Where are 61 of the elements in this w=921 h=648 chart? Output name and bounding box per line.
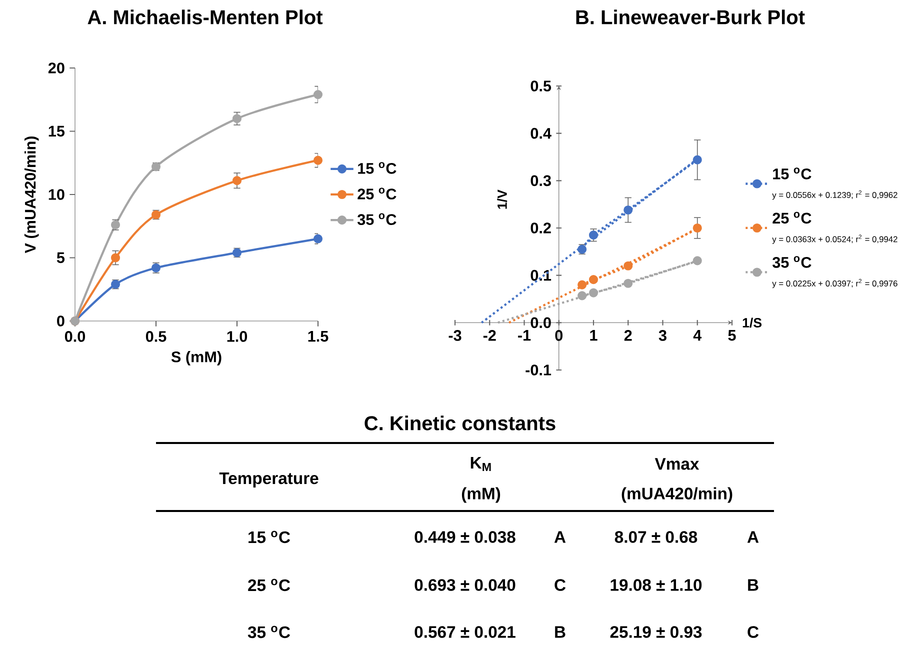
y-tick-label: 0.4 [530,128,552,139]
y-tick-label: 0.2 [530,222,551,234]
x-tick-label: 4 [693,330,702,341]
x-tick-label: 3 [658,330,666,341]
legend-label: 25 $^{o}$C [772,212,812,224]
x-tick-label: -2 [483,330,496,341]
x-tick-label: 5 [728,330,736,341]
text: B [555,626,566,638]
text: C. Kinetic constants [364,416,556,430]
y-tick-label: 0 [57,316,64,326]
text: 35 $^{o}$C [248,626,290,638]
y-tick-label: -0.1 [526,364,552,376]
text: y = 0.0225x + 0.0397; r$^{2}$ = 0,9976 [772,278,898,288]
x-tick-label: 1.5 [308,331,328,342]
x-tick-label: 1.0 [227,331,248,342]
y-axis-title: 1/V [497,190,508,209]
x-tick-label: 0.5 [146,331,166,342]
legend-label: 35 $^{o}$C [357,213,396,226]
text: 19.08 ± 1.10 [610,579,702,591]
text: (mM) [462,487,500,503]
x-axis-title: 1/S [742,318,762,328]
text: A [554,531,566,543]
chart-title: B. Lineweaver-Burk Plot [576,10,805,24]
chart-title: A. Michaelis-Menten Plot [88,10,323,24]
text: Temperature [219,472,318,488]
text: K$_{M}$ [470,457,491,471]
text: C [748,626,759,638]
x-axis-title: S (mM) [171,351,222,366]
text: y = 0.0363x + 0.0524; r$^{2}$ = 0,9942 [772,234,898,244]
text: C [554,579,566,591]
x-tick-label: -3 [448,330,462,341]
legend-label: 15 $^{o}$C [773,168,812,180]
legend-label: 25 $^{o}$C [358,188,396,200]
text: Vmax [654,458,700,470]
text: 8.07 ± 0.68 [614,531,698,543]
x-tick-label: -1 [518,330,531,341]
y-tick-label: 5 [56,252,65,264]
text: 25.19 ± 0.93 [610,626,702,638]
text: 0.449 ± 0.038 [414,531,516,543]
y-tick-label: 10 [48,189,64,200]
text: (mUA420/min) [622,487,732,503]
x-tick-label: 0 [555,330,563,341]
x-tick-label: 0.0 [64,331,86,342]
y-tick-label: 20 [48,62,64,74]
x-tick-label: 1 [590,330,598,341]
text: 0.693 ± 0.040 [414,579,516,591]
x-tick-label: 2 [624,330,632,341]
y-tick-label: 0.0 [530,317,551,328]
y-tick-label: 0.1 [530,270,552,281]
y-tick-label: 0.3 [530,175,551,186]
y-tick-label: 0.5 [530,80,552,92]
legend-label: 35 $^{o}$C [772,256,812,268]
text: B [748,579,758,591]
y-axis-title: V (mUA420/min) [24,136,39,254]
y-tick-label: 15 [48,126,65,137]
text: 15 $^{o}$C [248,530,290,544]
text: y = 0.0556x + 0.1239; r$^{2}$ = 0,9962 [772,190,898,200]
text: 0.567 ± 0.021 [414,626,516,638]
text: 25 $^{o}$C [248,578,290,592]
text: A [747,531,759,543]
legend-label: 15 $^{o}$C [358,162,396,174]
